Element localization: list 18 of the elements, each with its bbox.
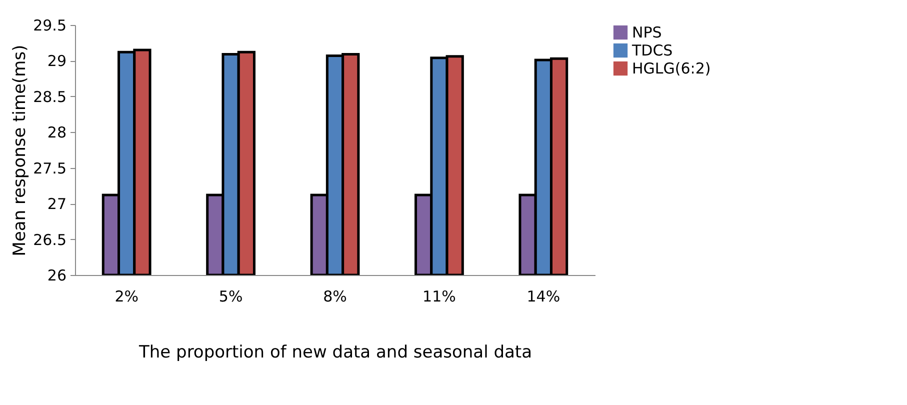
y-tick-label: 27.5	[33, 159, 66, 178]
x-tick-label: 14%	[526, 288, 560, 306]
y-axis-title: Mean response time(ms)	[10, 44, 30, 256]
y-tick-label: 28	[47, 124, 66, 142]
x-tick-label: 11%	[422, 288, 456, 306]
y-tick-label: 29	[47, 52, 66, 70]
legend-label: NPS	[632, 24, 662, 42]
y-tick-label: 27	[47, 195, 66, 214]
y-tick-label: 28.5	[33, 88, 66, 106]
legend-label: TDCS	[631, 42, 673, 60]
legend-label: HGLG(6:2)	[632, 60, 711, 78]
x-axis-title: The proportion of new data and seasonal data	[138, 342, 532, 362]
y-tick-label: 26	[47, 266, 66, 284]
y-tick-label: 29.5	[33, 16, 66, 34]
x-tick-label: 8%	[323, 288, 347, 306]
x-tick-label: 2%	[114, 288, 138, 306]
y-tick-label: 26.5	[33, 230, 66, 249]
x-tick-label: 5%	[218, 288, 243, 306]
